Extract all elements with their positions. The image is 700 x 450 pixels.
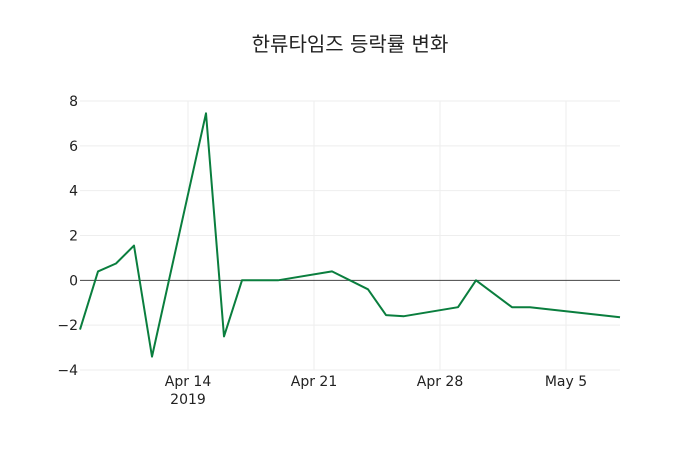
y-tick-label: 4 [69, 184, 78, 200]
x-tick-label: Apr 14 [165, 374, 212, 390]
x-tick-label: Apr 28 [417, 374, 463, 390]
x-tick-label: 2019 [170, 392, 206, 408]
y-tick-label: −2 [57, 318, 78, 334]
data-line [79, 112, 621, 358]
y-tick-label: 6 [69, 139, 78, 155]
y-tick-label: 2 [69, 229, 78, 245]
x-tick-label: Apr 21 [291, 374, 337, 390]
y-tick-label: −4 [57, 363, 78, 379]
x-tick-label: May 5 [545, 374, 587, 390]
y-tick-label: 0 [69, 273, 78, 289]
y-tick-label: 8 [69, 94, 78, 110]
chart-title: 한류타임즈 등락률 변화 [251, 32, 449, 56]
